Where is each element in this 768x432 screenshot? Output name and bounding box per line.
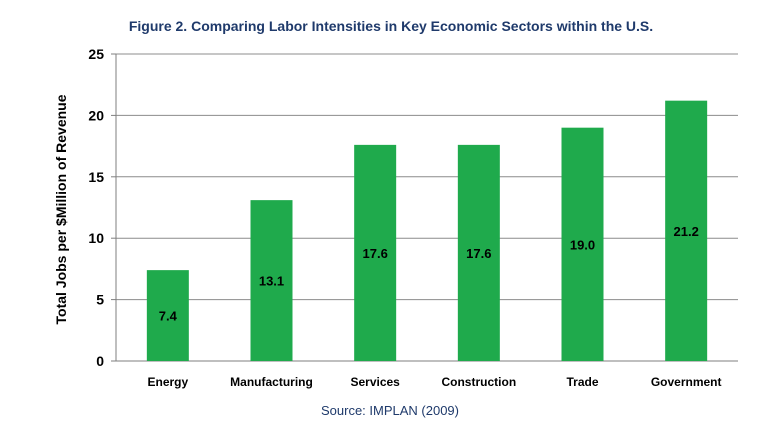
bar-value-label: 17.6 — [363, 246, 388, 261]
bar — [665, 100, 708, 361]
y-axis-title: Total Jobs per $Million of Revenue — [53, 94, 69, 324]
y-tick-label: 10 — [88, 230, 104, 246]
bar-value-label: 13.1 — [259, 274, 284, 289]
bar-value-label: 21.2 — [674, 224, 699, 239]
category-label: Services — [350, 375, 400, 389]
category-label: Trade — [566, 375, 598, 389]
y-tick-label: 25 — [88, 46, 104, 62]
category-label: Manufacturing — [230, 375, 313, 389]
y-tick-label: 0 — [96, 353, 104, 369]
y-tick-label: 5 — [96, 292, 104, 308]
bar — [354, 144, 397, 361]
bar — [146, 270, 189, 361]
bar-value-label: 7.4 — [159, 309, 178, 324]
y-tick-label: 15 — [88, 169, 104, 185]
bar-value-label: 17.6 — [466, 246, 491, 261]
bar — [561, 127, 604, 362]
bar-value-label: 19.0 — [570, 237, 595, 252]
bar — [250, 200, 293, 361]
source-note: Source: IMPLAN (2009) — [320, 403, 459, 418]
y-tick-label: 20 — [88, 107, 104, 123]
bar — [457, 144, 500, 361]
chart-title: Figure 2. Comparing Labor Intensities in… — [128, 18, 654, 34]
category-label: Construction — [441, 375, 516, 389]
category-label: Energy — [147, 375, 188, 389]
category-label: Government — [651, 375, 722, 389]
